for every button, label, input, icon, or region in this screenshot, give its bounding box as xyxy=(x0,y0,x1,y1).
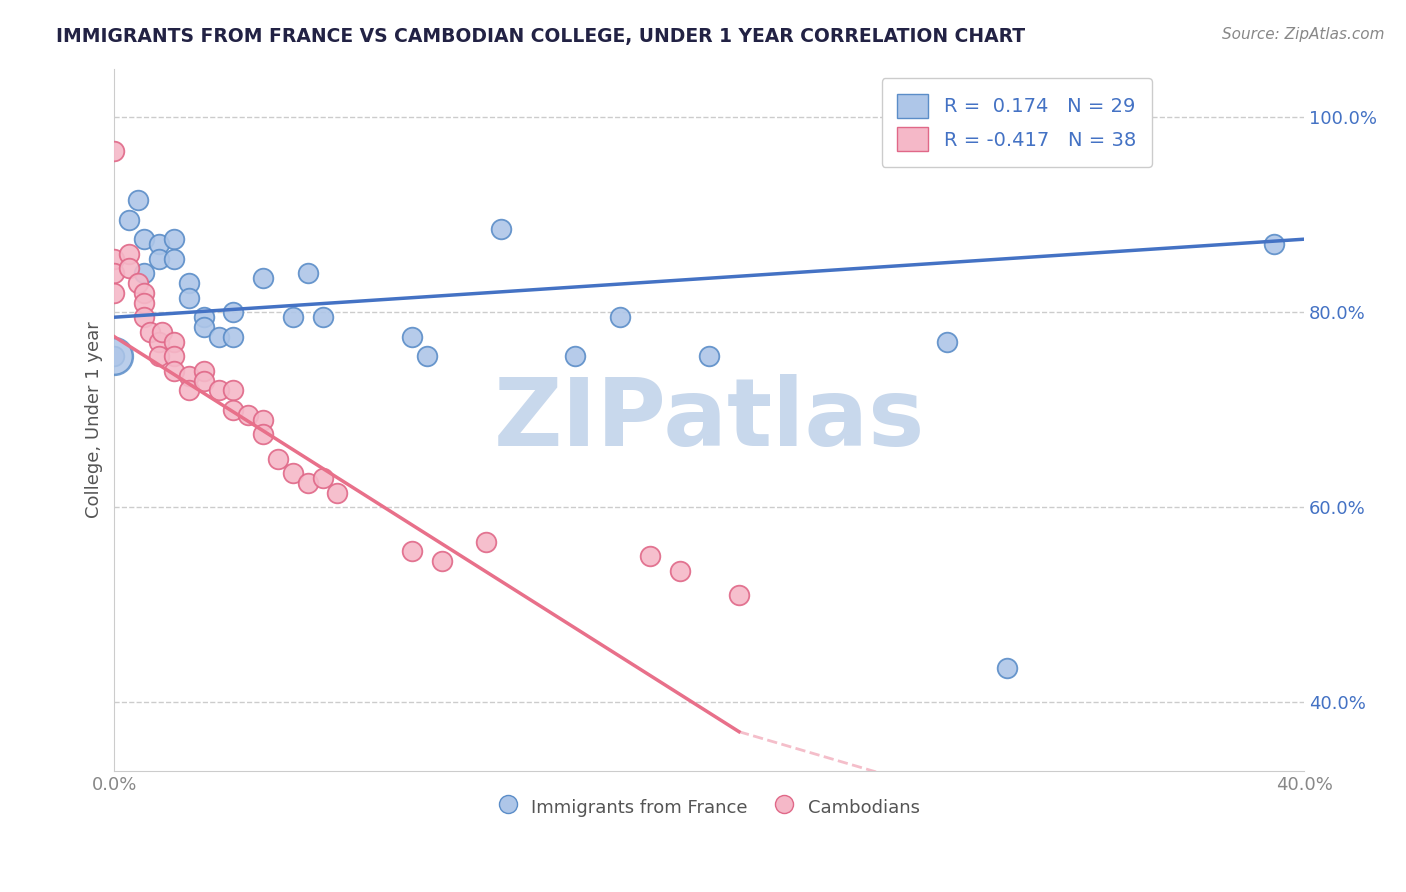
Point xyxy=(177,368,200,383)
Point xyxy=(148,237,170,252)
Point xyxy=(177,384,200,398)
Text: ZIPatlas: ZIPatlas xyxy=(494,374,925,466)
Point xyxy=(163,364,186,378)
Point xyxy=(177,291,200,305)
Point xyxy=(697,349,720,363)
Point xyxy=(638,549,661,563)
Point xyxy=(103,285,125,300)
Point xyxy=(401,329,423,343)
Point xyxy=(118,212,141,227)
Point xyxy=(728,588,751,602)
Point xyxy=(163,252,186,266)
Text: Source: ZipAtlas.com: Source: ZipAtlas.com xyxy=(1222,27,1385,42)
Point xyxy=(252,271,274,285)
Point xyxy=(134,285,156,300)
Text: IMMIGRANTS FROM FRANCE VS CAMBODIAN COLLEGE, UNDER 1 YEAR CORRELATION CHART: IMMIGRANTS FROM FRANCE VS CAMBODIAN COLL… xyxy=(56,27,1025,45)
Point xyxy=(668,564,690,578)
Point xyxy=(252,412,274,426)
Point xyxy=(489,222,512,236)
Point xyxy=(163,334,186,349)
Point xyxy=(103,349,125,363)
Y-axis label: College, Under 1 year: College, Under 1 year xyxy=(86,321,103,518)
Point xyxy=(311,310,333,325)
Point xyxy=(134,310,156,325)
Point xyxy=(297,475,319,490)
Point xyxy=(134,232,156,246)
Point xyxy=(163,349,186,363)
Point xyxy=(148,349,170,363)
Point xyxy=(193,310,215,325)
Point xyxy=(207,329,229,343)
Point xyxy=(281,467,304,481)
Point xyxy=(238,408,260,422)
Point xyxy=(134,295,156,310)
Point xyxy=(222,384,245,398)
Point xyxy=(267,451,290,466)
Point xyxy=(148,252,170,266)
Point xyxy=(252,427,274,442)
Point xyxy=(564,349,586,363)
Point xyxy=(222,305,245,319)
Point xyxy=(103,145,125,159)
Point xyxy=(193,374,215,388)
Point xyxy=(609,310,631,325)
Point xyxy=(134,266,156,280)
Point xyxy=(297,266,319,280)
Point xyxy=(415,349,437,363)
Point xyxy=(118,247,141,261)
Point xyxy=(163,232,186,246)
Point xyxy=(148,334,170,349)
Point xyxy=(1263,237,1285,252)
Point xyxy=(430,554,453,568)
Point xyxy=(193,364,215,378)
Legend: Immigrants from France, Cambodians: Immigrants from France, Cambodians xyxy=(492,789,927,825)
Point xyxy=(150,325,173,339)
Point xyxy=(475,534,498,549)
Point xyxy=(127,276,149,290)
Point xyxy=(222,402,245,417)
Point xyxy=(193,320,215,334)
Point xyxy=(936,334,959,349)
Point xyxy=(281,310,304,325)
Point xyxy=(311,471,333,485)
Point xyxy=(118,261,141,276)
Point xyxy=(401,544,423,558)
Point xyxy=(207,384,229,398)
Point xyxy=(103,252,125,266)
Point xyxy=(995,661,1018,675)
Point xyxy=(222,329,245,343)
Point xyxy=(127,193,149,207)
Point xyxy=(139,325,162,339)
Point xyxy=(326,485,349,500)
Point xyxy=(103,266,125,280)
Point xyxy=(177,276,200,290)
Point xyxy=(103,349,125,363)
